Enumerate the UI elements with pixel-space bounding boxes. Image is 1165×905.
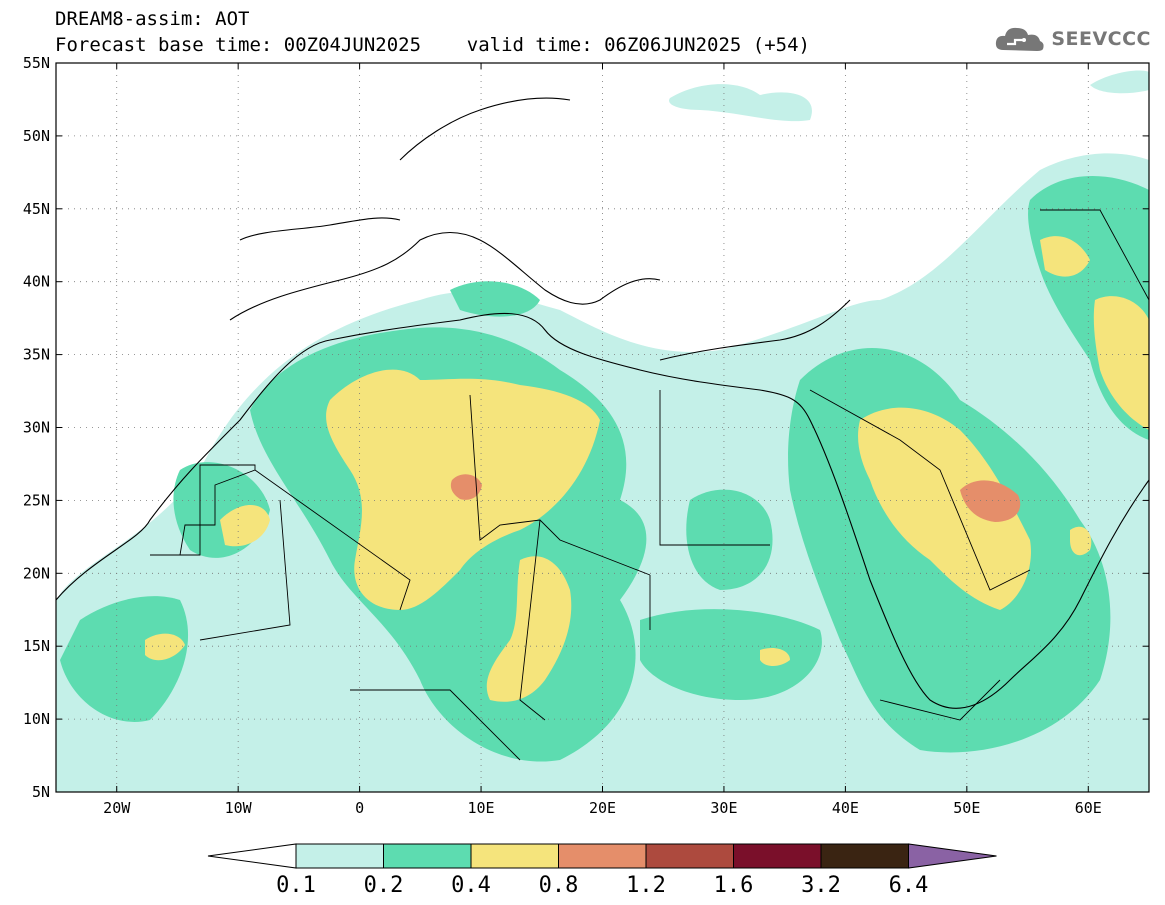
lat-label: 25N (23, 491, 50, 509)
grid-lines (56, 63, 1149, 792)
colorbar-under-arrow (207, 843, 297, 869)
lat-label: 10N (23, 710, 50, 728)
aot-band-0-8 (450, 474, 1021, 522)
lon-label: 40E (832, 799, 859, 817)
lon-label: 20W (103, 799, 131, 817)
colorbar-level-label: 3.2 (801, 873, 841, 898)
colorbar-level-label: 0.2 (364, 873, 404, 898)
colorbar: 0.1 0.2 0.4 0.8 1.2 1.6 3.2 6.4 (207, 843, 997, 898)
lat-label: 55N (23, 54, 50, 72)
coastlines (56, 97, 1149, 709)
colorbar-level-label: 1.6 (714, 873, 754, 898)
colorbar-swatch (820, 843, 909, 869)
colorbar-swatch (383, 843, 472, 869)
colorbar-level-label: 0.8 (539, 873, 579, 898)
country-borders (150, 209, 1149, 761)
map-title: DREAM8-assim: AOT (55, 8, 250, 30)
lat-label: 20N (23, 564, 50, 582)
lat-label: 15N (23, 637, 50, 655)
seevccc-logo: SEEVCCC (993, 22, 1151, 56)
colorbar-over-arrow (908, 843, 997, 869)
colorbar-swatch (470, 843, 559, 869)
colorbar-level-label: 0.4 (451, 873, 491, 898)
colorbar-swatch (733, 843, 822, 869)
lon-label: 50E (953, 799, 980, 817)
lat-label: 50N (23, 127, 50, 145)
lon-label: 0 (355, 799, 364, 817)
lon-label: 10E (468, 799, 495, 817)
colorbar-level-label: 6.4 (889, 873, 929, 898)
forecast-time-info: Forecast base time: 00Z04JUN2025 valid t… (55, 34, 810, 56)
colorbar-swatch (645, 843, 734, 869)
colorbar-swatch (558, 843, 647, 869)
lon-label: 10W (225, 799, 253, 817)
colorbar-level-label: 1.2 (626, 873, 666, 898)
colorbar-level-label: 0.1 (276, 873, 316, 898)
lon-label: 60E (1075, 799, 1102, 817)
lat-label: 35N (23, 346, 50, 364)
cloud-logo-icon (996, 27, 1044, 51)
colorbar-swatch (295, 843, 384, 869)
lat-label: 45N (23, 200, 50, 218)
aot-field (56, 63, 1149, 792)
lat-label: 5N (32, 783, 50, 801)
lon-label: 20E (589, 799, 616, 817)
lat-label: 30N (23, 419, 50, 437)
logo-text: SEEVCCC (1051, 28, 1151, 50)
lat-label: 40N (23, 273, 50, 291)
lon-label: 30E (710, 799, 737, 817)
